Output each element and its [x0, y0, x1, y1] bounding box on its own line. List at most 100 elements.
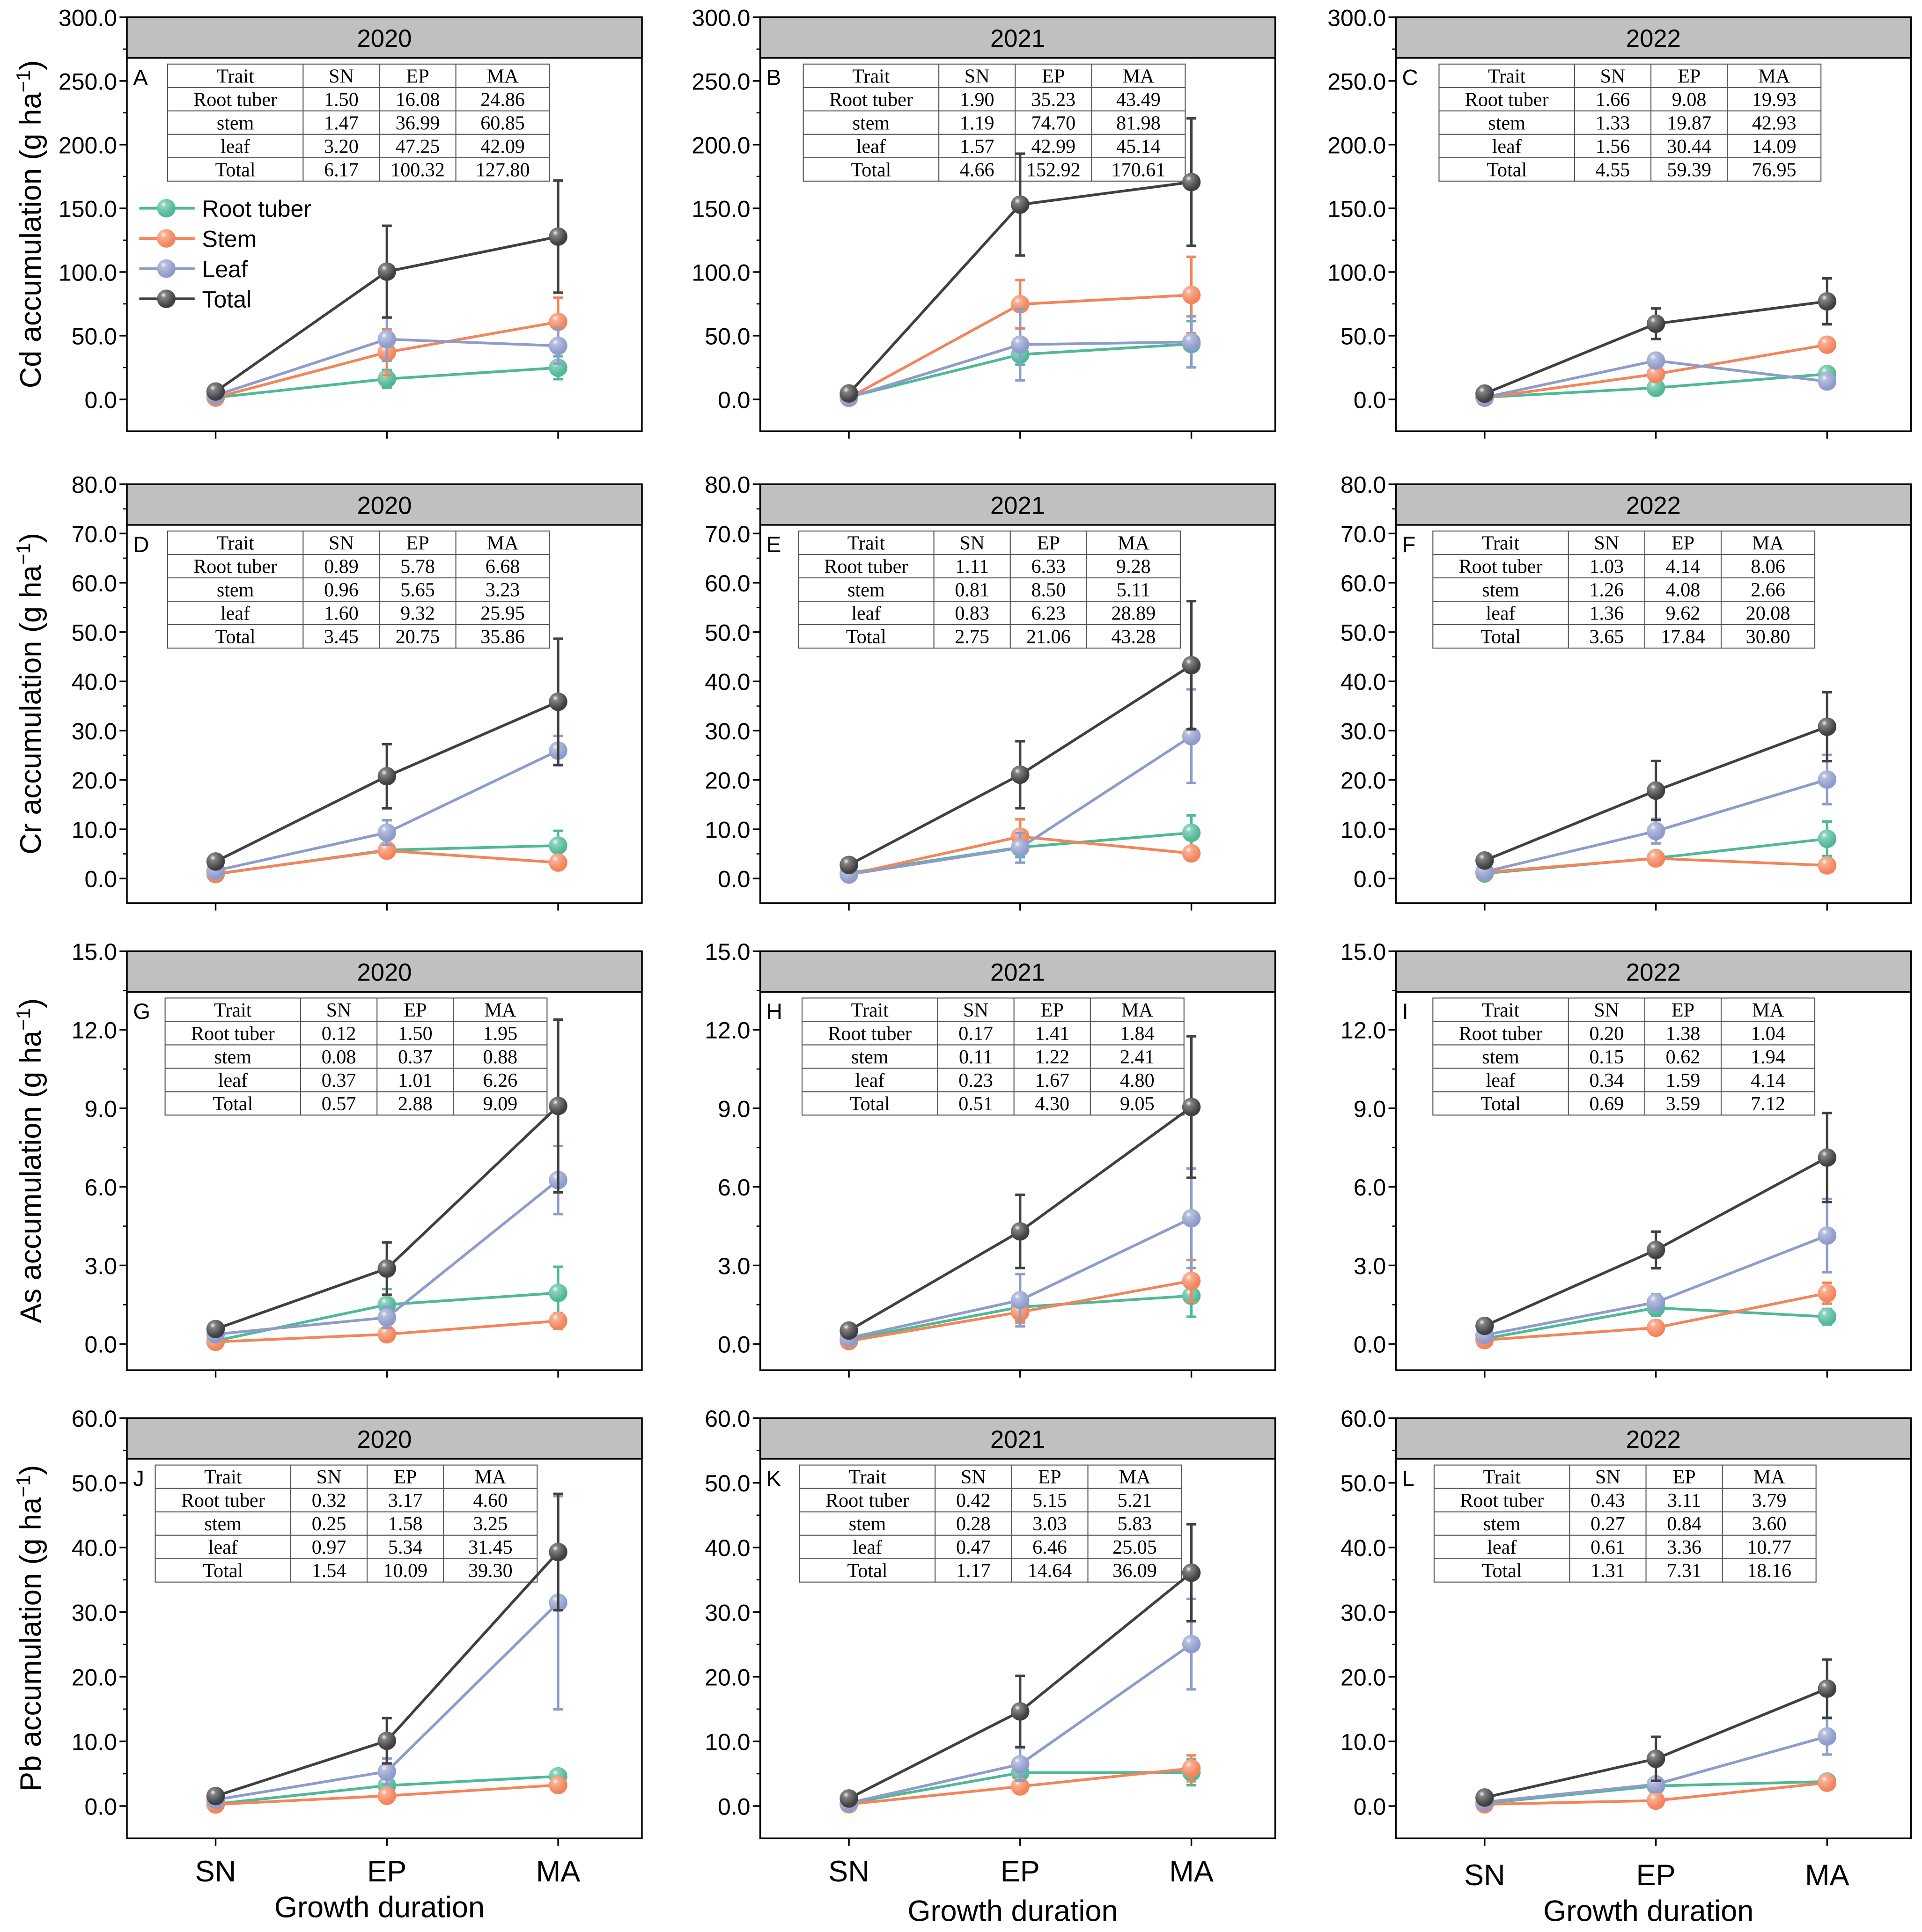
- table-cell: 4.14: [1666, 556, 1701, 578]
- y-tick-label: 40.0: [1340, 669, 1386, 695]
- data-point-highlight: [1818, 1773, 1837, 1792]
- y-tick-label: 50.0: [705, 619, 750, 646]
- data-point-highlight: [206, 1320, 225, 1339]
- data-point-highlight: [206, 852, 225, 871]
- table-border: [1432, 531, 1816, 649]
- table-cell: 0.28: [956, 1513, 991, 1535]
- table-cell: Root tuber: [193, 556, 277, 578]
- table-cell: 0.61: [1591, 1536, 1625, 1558]
- y-tick-label: 50.0: [72, 323, 117, 349]
- table-header-cell: Trait: [852, 65, 890, 87]
- y-axis-title-close: ): [15, 998, 47, 1008]
- table-cell: 74.70: [1031, 112, 1075, 134]
- table-cell: Root tuber: [181, 1490, 265, 1512]
- panel-header: [759, 950, 1276, 993]
- table-cell: 0.51: [958, 1093, 993, 1115]
- x-tick-label: EP: [1636, 1859, 1675, 1892]
- table-cell: 6.46: [1032, 1536, 1067, 1558]
- y-tick-label: 80.0: [705, 472, 750, 498]
- data-table: Trait SN EP MA Root tuber 0.89 5.78 6.68 stem 0.9…: [167, 531, 550, 649]
- table-cell: 1.58: [388, 1513, 423, 1535]
- data-point-highlight: [377, 1325, 397, 1344]
- data-point-highlight: [549, 1097, 567, 1115]
- table-border: [1432, 997, 1816, 1116]
- data-point-highlight: [549, 853, 567, 872]
- y-tick-label: 100.0: [1327, 259, 1386, 286]
- table-header-cell: SN: [1595, 1466, 1620, 1488]
- table-cell: 3.03: [1032, 1513, 1067, 1535]
- table-cell: 1.54: [312, 1560, 346, 1582]
- panel-j: 2020 J 0.0 10.0 20.0 30.0 40.0 50.0 60.0 SN EP MA Gr…: [12, 1406, 643, 1924]
- table-cell: 0.97: [312, 1536, 346, 1558]
- y-tick-label: 6.0: [1354, 1174, 1386, 1201]
- table-cell: stem: [217, 112, 254, 134]
- table-cell: 1.22: [1035, 1046, 1069, 1068]
- data-point-highlight: [1818, 292, 1837, 311]
- y-tick-label: 0.0: [1354, 866, 1386, 892]
- y-tick-label: 150.0: [1327, 196, 1386, 222]
- table-header-cell: Trait: [1483, 1466, 1521, 1488]
- table-cell: Total: [213, 1093, 253, 1115]
- data-point-highlight: [206, 382, 225, 401]
- panel-c: 2022 C 0.0 50.0 100.0 150.0 200.0 250.0 300.0 Tra…: [1327, 5, 1912, 439]
- panel-year: 2021: [990, 25, 1045, 52]
- panel-year: 2021: [990, 959, 1045, 987]
- y-axis-title-text: As accumulation (g ha: [15, 1030, 47, 1323]
- table-cell: 4.66: [960, 159, 994, 181]
- series-total: [1475, 691, 1837, 870]
- data-point-highlight: [1646, 1240, 1665, 1260]
- y-tick-label: 0.0: [718, 387, 751, 413]
- table-cell: 4.60: [473, 1490, 508, 1512]
- table-cell: leaf: [851, 603, 881, 625]
- table-cell: 43.49: [1116, 88, 1161, 111]
- table-cell: 18.16: [1747, 1560, 1791, 1582]
- y-tick-label: 3.0: [85, 1253, 118, 1279]
- table-header-cell: MA: [487, 532, 519, 554]
- data-point-highlight: [1182, 844, 1201, 863]
- table-cell: Root tuber: [828, 1023, 912, 1045]
- table-cell: 1.31: [1591, 1560, 1625, 1582]
- table-cell: 0.57: [322, 1093, 356, 1115]
- table-cell: Total: [1480, 626, 1521, 648]
- y-tick-label: 250.0: [1327, 68, 1386, 95]
- x-tick-label: MA: [536, 1855, 581, 1888]
- table-cell: leaf: [221, 603, 250, 625]
- table-cell: 5.65: [400, 579, 435, 601]
- panel-k: 2021 K 0.0 10.0 20.0 30.0 40.0 50.0 60.0 SN EP MA Gr…: [705, 1406, 1276, 1927]
- y-tick-label: 30.0: [1340, 1600, 1386, 1626]
- table-cell: 0.15: [1590, 1046, 1624, 1068]
- table-cell: 1.19: [960, 112, 994, 134]
- panel-year: 2020: [357, 1426, 412, 1453]
- y-tick-label: 60.0: [705, 1406, 750, 1432]
- table-header-cell: EP: [1037, 532, 1060, 554]
- y-tick-label: 3.0: [1354, 1253, 1386, 1279]
- data-point-highlight: [1818, 1727, 1837, 1746]
- data-point-highlight: [1182, 173, 1201, 192]
- y-tick-label: 15.0: [1340, 939, 1386, 965]
- panel-year: 2021: [990, 1426, 1045, 1453]
- table-header-cell: MA: [1758, 65, 1790, 87]
- table-header-cell: SN: [317, 1466, 342, 1488]
- data-point-highlight: [1182, 1271, 1201, 1290]
- table-cell: Root tuber: [824, 556, 908, 578]
- series-total: [206, 179, 567, 401]
- panel-header: [759, 16, 1276, 59]
- series-leaf: [1475, 1197, 1837, 1344]
- table-cell: stem: [1483, 1513, 1521, 1535]
- table-cell: 1.60: [324, 603, 359, 625]
- table-cell: 3.25: [473, 1513, 508, 1535]
- y-tick-label: 3.0: [718, 1253, 751, 1279]
- panel-year: 2020: [357, 492, 412, 519]
- table-cell: 43.28: [1112, 626, 1156, 648]
- table-cell: 6.17: [324, 159, 359, 181]
- x-tick-label: EP: [1001, 1855, 1040, 1888]
- data-point-highlight: [1011, 838, 1030, 857]
- table-cell: 1.03: [1590, 556, 1624, 578]
- y-tick-label: 0.0: [85, 1793, 118, 1820]
- table-cell: leaf: [1492, 135, 1522, 157]
- table-cell: 10.77: [1747, 1536, 1791, 1558]
- panel-b: 2021 B 0.0 50.0 100.0 150.0 200.0 250.0 300.0 Tra…: [692, 5, 1276, 439]
- data-point-highlight: [1011, 195, 1030, 214]
- data-point-highlight: [1646, 1791, 1665, 1810]
- table-cell: stem: [214, 1046, 252, 1068]
